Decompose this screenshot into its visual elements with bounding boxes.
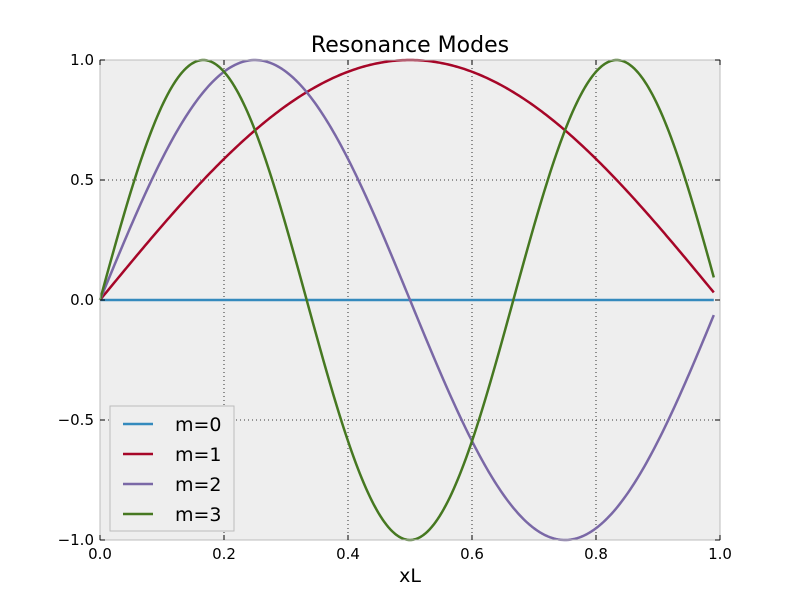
y-tick-label: 0.0	[70, 291, 94, 309]
legend-label: m=2	[175, 474, 222, 496]
y-tick-label: −0.5	[58, 411, 94, 429]
legend: m=0 m=1 m=2 m=3	[109, 405, 235, 532]
legend-box	[109, 405, 235, 532]
series-line-m2	[98, 58, 715, 542]
chart-title: Resonance Modes	[311, 33, 509, 58]
y-tick-label: 0.5	[70, 171, 94, 189]
tick-labels: 0.0 0.2 0.4 0.6 0.8 1.0 −1.0 −0.5 0.0 0.5 1.0	[58, 51, 732, 563]
ticks	[99, 59, 721, 541]
legend-label: m=0	[175, 414, 222, 436]
x-tick-label: 0.6	[460, 545, 484, 563]
x-axis-label: xL	[399, 565, 421, 587]
y-tick-label: 1.0	[70, 51, 94, 69]
x-tick-label: 0.4	[336, 545, 360, 563]
x-tick-label: 1.0	[708, 545, 732, 563]
legend-label: m=1	[175, 444, 222, 466]
x-tick-label: 0.8	[584, 545, 608, 563]
legend-label: m=3	[175, 504, 222, 526]
x-tick-label: 0.0	[88, 545, 112, 563]
y-tick-label: −1.0	[58, 531, 94, 549]
x-tick-label: 0.2	[212, 545, 236, 563]
